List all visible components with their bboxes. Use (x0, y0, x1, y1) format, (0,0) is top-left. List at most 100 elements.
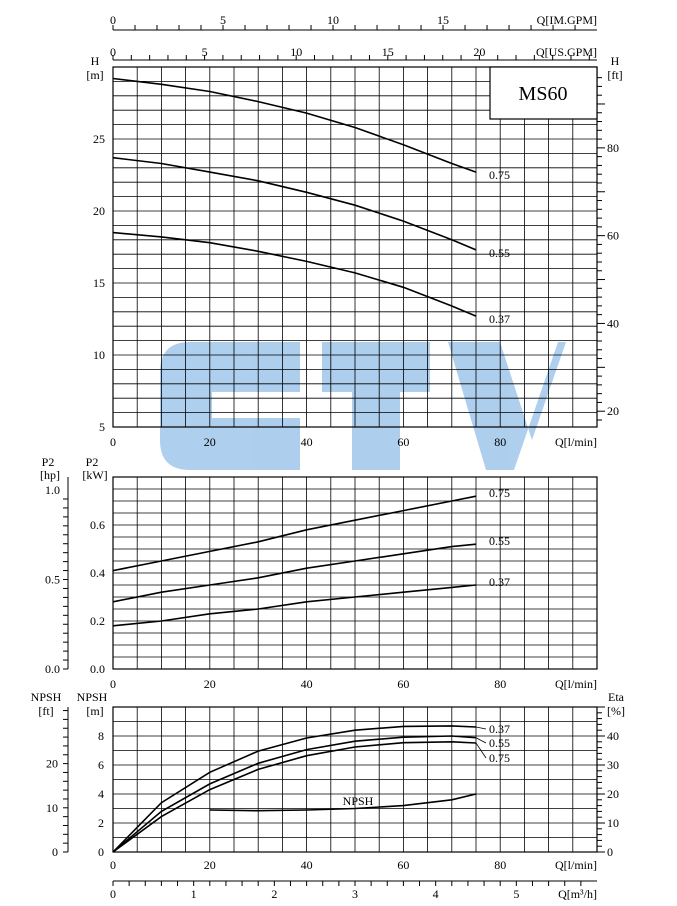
tick-label: 20 (93, 204, 105, 218)
axis-label: [ft] (38, 704, 53, 718)
plot-frame (112, 66, 598, 428)
tick-label: 1 (191, 887, 197, 901)
tick-label: 80 (494, 435, 506, 449)
tick-label: 20 (204, 435, 216, 449)
tick-label: 6 (98, 758, 104, 772)
tick-label: 4 (433, 887, 439, 901)
tick-label: 0 (110, 13, 116, 27)
model-box (489, 66, 598, 120)
leader-line (475, 737, 487, 744)
tick-label: 5 (99, 420, 105, 434)
tick-label: 60 (397, 858, 409, 872)
series-label: 0.37 (489, 312, 510, 326)
tick-label: 15 (93, 276, 105, 290)
tick-label: 80 (607, 141, 619, 155)
axis-label: NPSH (31, 690, 62, 704)
axis-label: P2 (42, 455, 55, 469)
series-label: 0.37 (489, 722, 510, 736)
eta-curve-0.37 (112, 725, 477, 853)
head-curve-0.55 (112, 156, 477, 251)
tick-label: 0 (98, 845, 104, 859)
tick-label: 10 (607, 816, 619, 830)
tick-label: 1.0 (45, 483, 60, 497)
tick-label: 20 (204, 677, 216, 691)
model-label: MS60 (519, 83, 568, 105)
axis-label: NPSH (77, 690, 108, 704)
axis-label: [m] (86, 68, 103, 82)
axis-label: Q[m³/h] (558, 887, 597, 901)
power-panel: P2[kW]0.00.20.40.6P2[hp]0.00.51.00 20 40 60… (40, 455, 598, 691)
power-curve-0.55 (112, 543, 477, 603)
axis-label: Eta (608, 690, 625, 704)
eta-curve-0.55 (112, 735, 477, 853)
power-curve-0.37 (112, 584, 477, 627)
tick-label: 80 (494, 677, 506, 691)
tick-label: 40 (301, 858, 313, 872)
tick-label: 0 (110, 435, 116, 449)
tick-label: 15 (437, 13, 449, 27)
tick-label: 0.0 (90, 662, 105, 676)
leader-line (475, 742, 487, 759)
axis-label: H (91, 54, 100, 68)
axis-label: Q[l/min] (555, 677, 597, 691)
tick-label: 5 (513, 887, 519, 901)
plot-frame (112, 706, 598, 853)
tick-label: 30 (607, 758, 619, 772)
tick-label: 10 (327, 13, 339, 27)
tick-label: 2 (98, 816, 104, 830)
series-label: 0.75 (489, 751, 510, 765)
axis-label: Q[IM.GPM] (537, 13, 597, 27)
tick-label: 20 (607, 787, 619, 801)
tick-label: 60 (607, 229, 619, 243)
axis-label: Q[l/min] (555, 435, 597, 449)
npsh-efficiency-panel: NPSH[m]02468NPSH[ft]01020Eta[%]010203040… (31, 690, 625, 901)
series-label: 0.55 (489, 246, 510, 260)
tick-label: 40 (607, 316, 619, 330)
tick-label: 0 (110, 858, 116, 872)
head-curve-0.37 (112, 231, 477, 317)
axis-label: Q[US.GPM] (536, 45, 597, 59)
npsh-curve (209, 793, 477, 812)
tick-label: 25 (93, 132, 105, 146)
head-panel: 0 5 10 15 Q[IM.GPM]0 5 10 15 20 Q[US.GPM]H[m]5101… (86, 13, 622, 449)
tick-label: 0.5 (45, 573, 60, 587)
tick-label: 3 (352, 887, 358, 901)
axis-label: Q[l/min] (555, 858, 597, 872)
series-label: 0.75 (489, 486, 510, 500)
tick-label: 5 (220, 13, 226, 27)
leader-line (475, 726, 487, 730)
tick-label: 20 (46, 757, 58, 771)
axis-label: [m] (86, 704, 103, 718)
tick-label: 20 (473, 45, 485, 59)
series-label: 0.37 (489, 575, 510, 589)
tick-label: 0.4 (90, 566, 105, 580)
tick-label: 20 (204, 858, 216, 872)
series-label: NPSH (343, 794, 374, 808)
tick-label: 60 (397, 677, 409, 691)
tick-label: 15 (382, 45, 394, 59)
tick-label: 0.2 (90, 614, 105, 628)
tick-label: 4 (98, 787, 104, 801)
series-label: 0.75 (489, 168, 510, 182)
head-curve-0.75 (112, 77, 477, 173)
axis-label: [kW] (82, 468, 107, 482)
series-label: 0.55 (489, 534, 510, 548)
tick-label: 0.6 (90, 518, 105, 532)
tick-label: 10 (46, 801, 58, 815)
tick-label: 60 (397, 435, 409, 449)
tick-label: 40 (301, 677, 313, 691)
axis-label: H (611, 54, 620, 68)
tick-label: 0 (110, 45, 116, 59)
tick-label: 20 (607, 404, 619, 418)
tick-label: 8 (98, 729, 104, 743)
watermark (160, 342, 566, 470)
tick-label: 2 (271, 887, 277, 901)
tick-label: 40 (607, 729, 619, 743)
axis-label: [%] (607, 704, 625, 718)
axis-label: P2 (86, 455, 99, 469)
tick-label: 0 (110, 677, 116, 691)
axis-label: [ft] (607, 68, 622, 82)
tick-label: 0.0 (45, 662, 60, 676)
tick-label: 0 (52, 845, 58, 859)
